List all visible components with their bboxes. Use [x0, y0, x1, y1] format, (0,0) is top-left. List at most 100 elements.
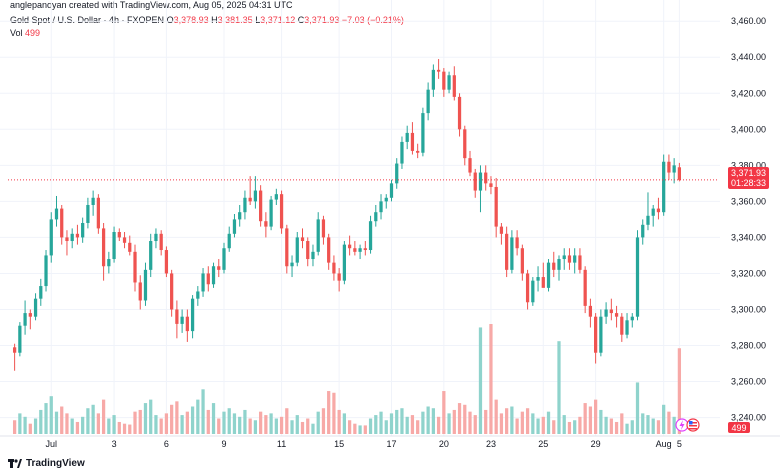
volume-bar: [447, 413, 451, 434]
volume-bar: [436, 416, 441, 434]
candle: [122, 232, 127, 249]
volume-bar: [70, 418, 74, 434]
volume-bar: [23, 416, 27, 434]
candle-body: [389, 183, 394, 198]
candle-body: [620, 316, 624, 335]
candle-body: [457, 96, 462, 130]
candle-body: [583, 269, 587, 306]
candle-body: [531, 280, 535, 303]
candle: [81, 217, 85, 243]
volume-bar: [149, 399, 153, 434]
time-tick: 6: [164, 439, 169, 449]
candle: [75, 224, 80, 245]
volume-bar: [91, 404, 95, 434]
candle-body: [473, 172, 477, 191]
candle: [646, 192, 650, 231]
candle-body: [452, 75, 456, 97]
candle: [442, 68, 446, 97]
volume-bar: [583, 403, 587, 434]
volume-bar: [274, 418, 278, 434]
candle-body: [405, 132, 409, 142]
candle: [65, 230, 69, 256]
time-tick: Aug: [656, 439, 672, 449]
time-tick: Jul: [46, 439, 58, 449]
open-value: 3,378.93: [173, 15, 209, 25]
volume-bar: [478, 327, 483, 434]
volume-bar: [604, 416, 608, 434]
candle-body: [478, 172, 483, 191]
candle: [332, 255, 336, 281]
volume-bar: [206, 409, 210, 434]
candle-body: [494, 186, 498, 227]
candle-body: [541, 277, 545, 288]
candle-body: [232, 219, 237, 234]
candle-body: [274, 194, 278, 200]
volume-bar: [641, 413, 645, 434]
candle-body: [159, 233, 163, 251]
candle: [285, 224, 289, 274]
candle: [290, 255, 294, 278]
candle: [138, 275, 142, 310]
volume-bar: [416, 420, 420, 434]
volume-bar: [536, 418, 540, 434]
candle: [416, 143, 420, 159]
candle: [421, 107, 425, 157]
candle-body: [353, 248, 357, 252]
volume-bar: [337, 409, 341, 434]
candle-body: [557, 259, 561, 270]
candle-body: [599, 316, 603, 353]
candle: [154, 228, 158, 249]
candle: [12, 343, 17, 371]
volume-bar: [353, 423, 357, 434]
volume-bar: [75, 421, 80, 434]
volume-bar: [133, 411, 137, 434]
candle: [662, 154, 666, 216]
volume-bar: [311, 423, 315, 434]
volume-bar: [12, 420, 17, 434]
brand-name: TradingView: [26, 458, 85, 469]
symbol-label[interactable]: Gold Spot / U.S. Dollar · 4h · FXOPEN: [10, 15, 165, 25]
event-badges[interactable]: [675, 418, 700, 432]
candle-body: [594, 316, 598, 353]
candle: [400, 136, 404, 169]
volume-bar: [578, 416, 582, 434]
volume-bar: [426, 406, 430, 434]
price-tick: 3,300.00: [731, 304, 766, 314]
price-tick: 3,460.00: [731, 16, 766, 26]
candle: [426, 82, 430, 121]
candle-body: [18, 325, 22, 353]
candle: [578, 248, 582, 274]
candle-body: [578, 255, 582, 270]
candle-body: [311, 251, 315, 260]
candle: [452, 66, 456, 101]
candle-body: [295, 237, 299, 263]
volume-bar: [316, 411, 320, 434]
candle-body: [604, 309, 608, 317]
candle-body: [662, 161, 666, 213]
candle-body: [672, 165, 676, 173]
candle-body: [510, 237, 514, 270]
candle-body: [379, 201, 383, 213]
volume-bar: [614, 421, 619, 434]
volume-bar: [541, 416, 545, 434]
candle: [604, 302, 608, 324]
candle-body: [562, 255, 566, 260]
price-tick: 3,380.00: [731, 160, 766, 170]
volume-legend: Vol 499: [10, 28, 40, 38]
volume-bar: [557, 341, 561, 434]
volume-bar: [180, 415, 184, 434]
candle: [473, 168, 477, 198]
volume-bar: [107, 418, 111, 434]
candle: [274, 188, 278, 205]
candle-body: [630, 316, 634, 321]
candle: [306, 237, 310, 267]
candle-body: [332, 262, 336, 274]
time-tick: 11: [277, 439, 286, 449]
candle-body: [651, 208, 655, 216]
price-tick: 3,240.00: [731, 413, 766, 423]
volume-bar: [170, 404, 174, 434]
candle-body: [86, 204, 90, 223]
volume-bar: [238, 416, 242, 434]
tradingview-brand[interactable]: TradingView: [8, 458, 85, 469]
